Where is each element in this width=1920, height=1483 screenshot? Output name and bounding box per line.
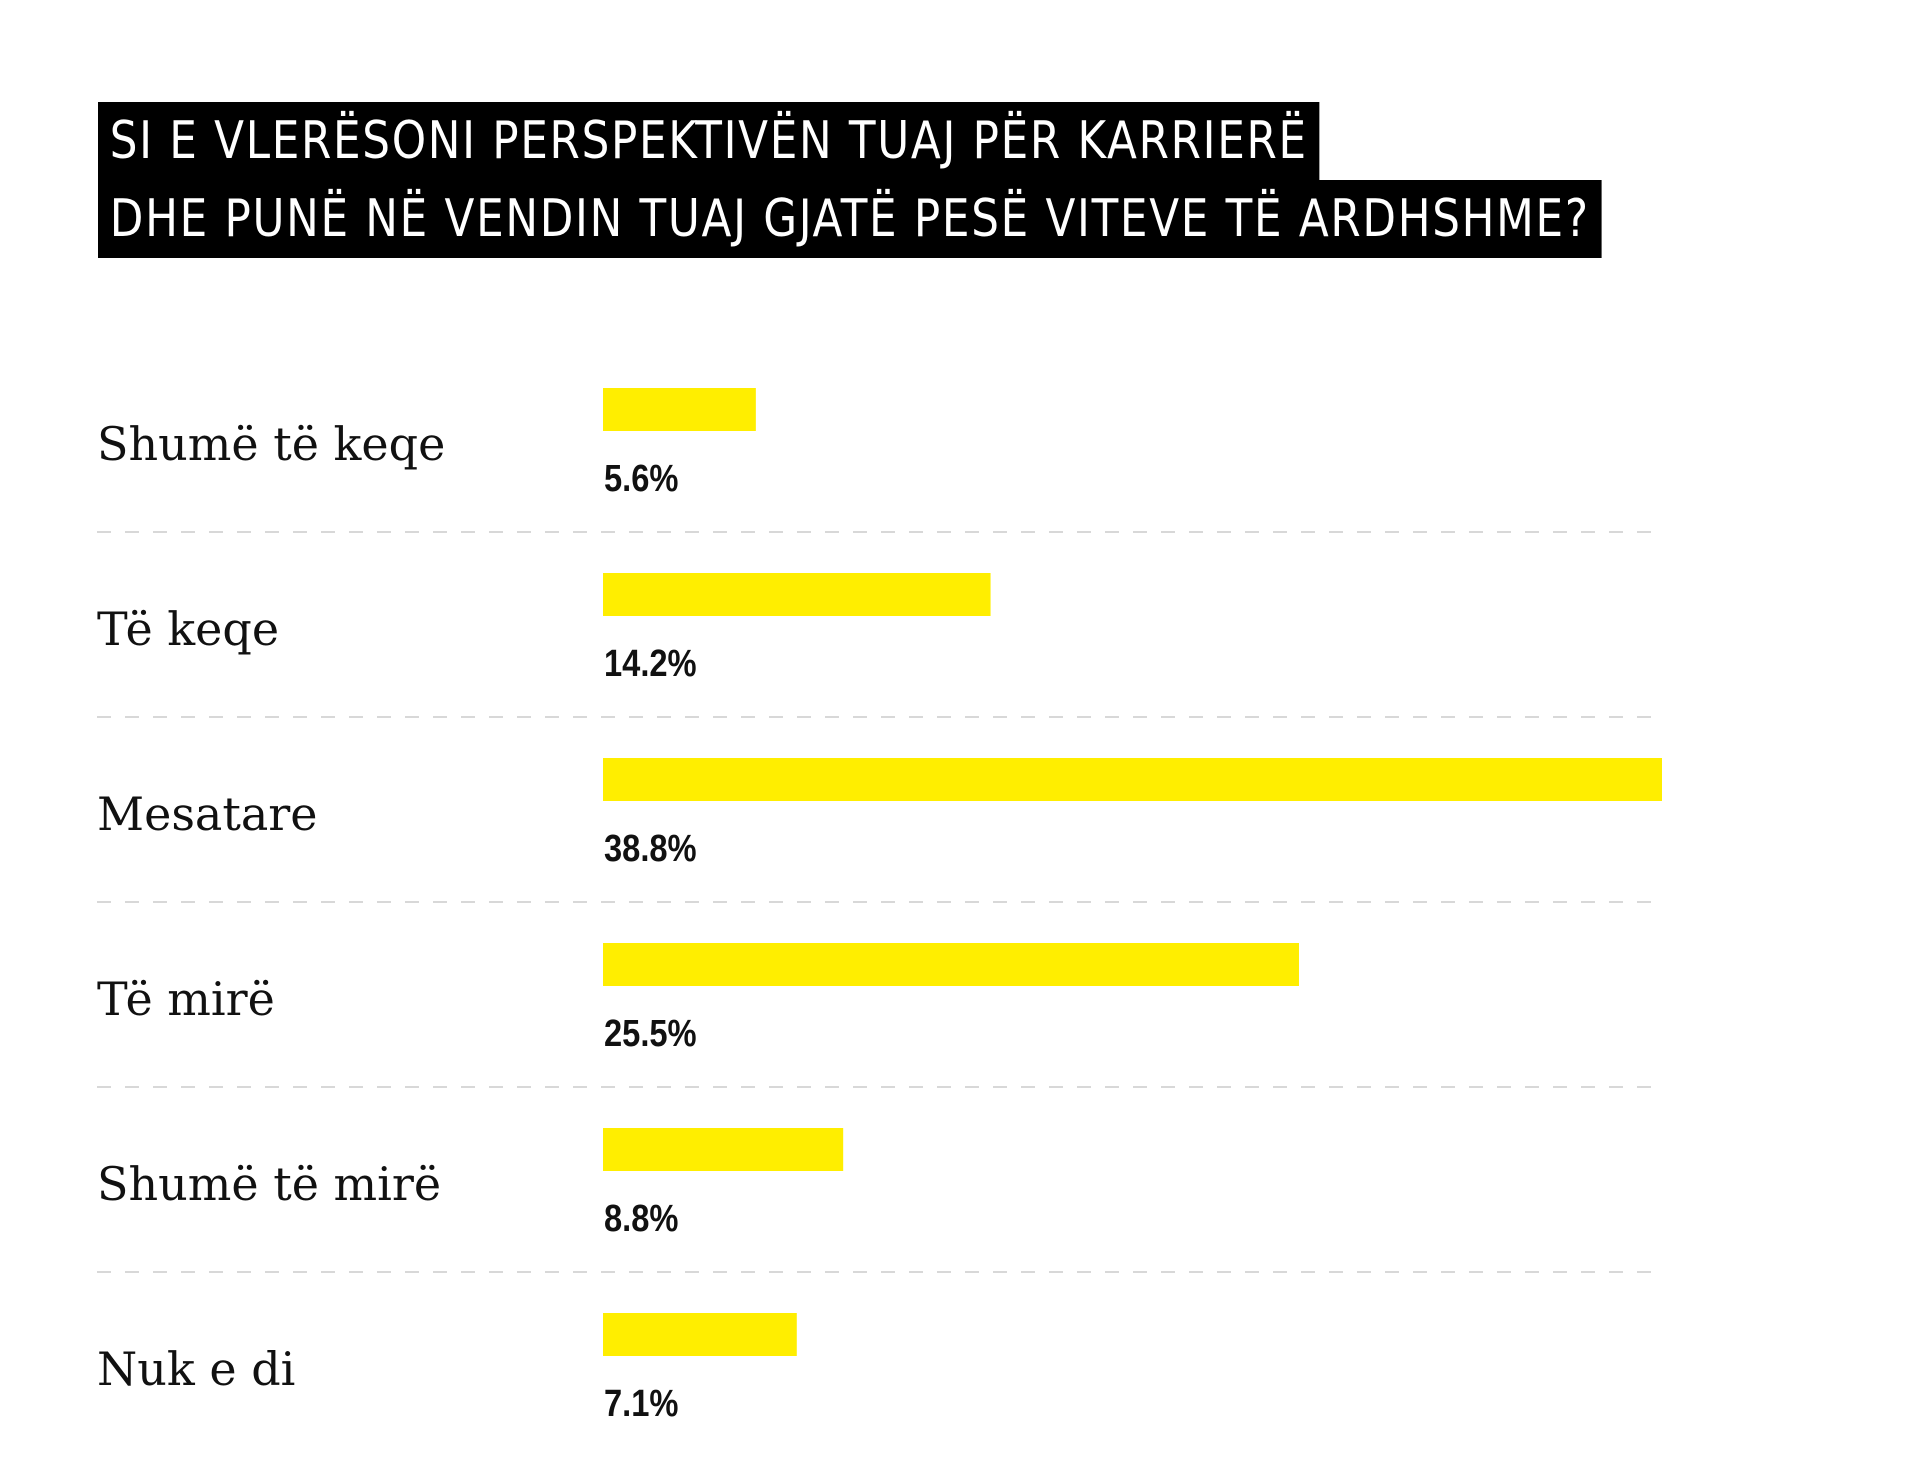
value-label-2: 38.8% — [604, 827, 697, 870]
bar-4 — [603, 1128, 844, 1171]
bar-3 — [603, 943, 1299, 986]
category-label-5: Nuk e di — [97, 1342, 295, 1396]
chart-title-line-1: SI E VLERËSONI PERSPEKTIVËN TUAJ PËR KAR… — [98, 102, 1320, 180]
value-label-0: 5.6% — [604, 457, 678, 500]
category-label-1: Të keqe — [97, 602, 279, 656]
bar-0 — [603, 388, 756, 431]
category-label-3: Të mirë — [97, 972, 275, 1026]
chart-title: SI E VLERËSONI PERSPEKTIVËN TUAJ PËR KAR… — [98, 102, 1838, 258]
value-label-3: 25.5% — [604, 1012, 697, 1055]
category-label-4: Shumë të mirë — [97, 1157, 441, 1211]
chart-title-line-2: DHE PUNË NË VENDIN TUAJ GJATË PESË VITEV… — [98, 180, 1602, 258]
value-label-1: 14.2% — [604, 642, 697, 685]
value-label-4: 8.8% — [604, 1197, 678, 1240]
value-label-5: 7.1% — [604, 1382, 678, 1425]
category-label-2: Mesatare — [97, 787, 317, 841]
category-label-0: Shumë të keqe — [97, 417, 445, 471]
bar-1 — [603, 573, 991, 616]
bar-2 — [603, 758, 1662, 801]
bar-5 — [603, 1313, 797, 1356]
